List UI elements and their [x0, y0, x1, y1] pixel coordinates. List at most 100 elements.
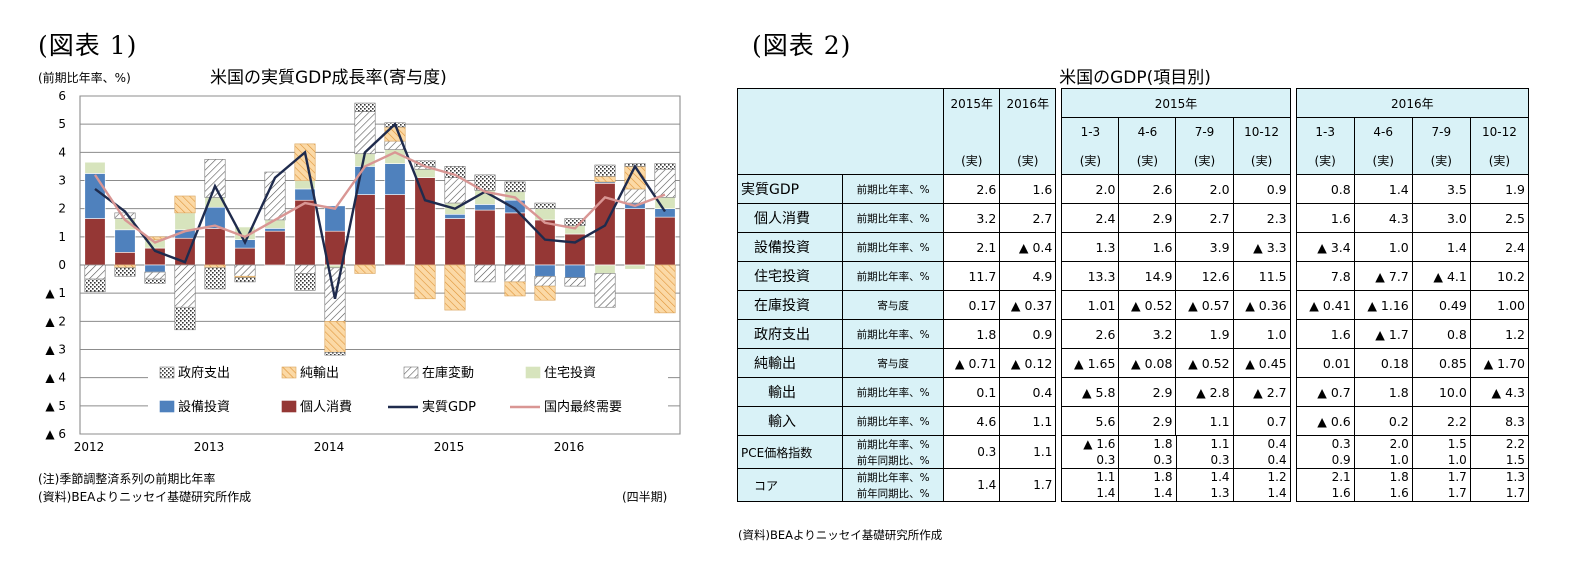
header-jitsu: (実) — [943, 146, 1001, 175]
table-cell: ▲ 0.4 — [999, 232, 1057, 262]
x-tick-label: 2015 — [434, 440, 465, 454]
y-tick-label: ▲ 1 — [45, 286, 66, 300]
bar-設備投資 — [474, 204, 496, 211]
core-row-yoy: 前年同期比、% 1.4 1.4 1.3 1.4 1.6 1.6 1.7 1.7 — [738, 485, 1530, 502]
bar-住宅投資 — [84, 161, 106, 174]
table-cell: ▲ 5.8 — [1061, 377, 1120, 407]
header-jitsu: (実) — [1232, 146, 1291, 175]
table-row: 輸入 前期比年率、% 4.6 1.1 5.6 2.9 1.1 0.7 ▲ 0.6 0.2 2.2 8.… — [736, 406, 1530, 436]
legend-item: 国内最終需要 — [510, 399, 622, 415]
table-cell: 1.4 — [1175, 468, 1234, 485]
x-tick-label: 2016 — [554, 440, 585, 454]
y-tick-label: 6 — [58, 89, 66, 103]
bar-政府支出 — [474, 174, 496, 191]
bar-政府支出 — [114, 267, 136, 277]
bar-純輸出 — [654, 264, 676, 314]
table-cell: 0.4 — [1232, 452, 1291, 469]
table-cell: ▲ 0.52 — [1118, 290, 1177, 320]
table-row: 住宅投資 前期比年率、% 11.7 4.9 13.3 14.9 12.6 11.5 7.8 ▲ 7… — [736, 261, 1530, 291]
table-cell: 1.01 — [1061, 290, 1120, 320]
table-cell: 2.4 — [1061, 203, 1120, 233]
table-cell: 2.4 — [1469, 232, 1530, 262]
core-row-unit-a: 前期比年率、% — [842, 468, 945, 485]
bar-政府支出 — [324, 352, 346, 356]
header-q4-2015: 10-12 — [1232, 117, 1291, 146]
bar-設備投資 — [264, 228, 286, 232]
legend-label: 純輸出 — [300, 366, 339, 381]
header-q1-2016: 1-3 — [1295, 117, 1355, 146]
bar-個人消費 — [84, 218, 106, 266]
table-cell: 1.1 — [999, 435, 1057, 469]
pce-row-yoy: 前年同期比、% 0.3 0.3 0.3 0.4 0.9 1.0 1.0 1.5 — [738, 452, 1530, 469]
table-cell: ▲ 0.6 — [1295, 406, 1355, 436]
bar-個人消費 — [354, 194, 376, 266]
legend-item: 純輸出 — [281, 366, 339, 381]
table-cell: 1.3 — [1175, 485, 1234, 502]
bar-個人消費 — [444, 218, 466, 266]
table-cell: ▲ 0.71 — [943, 348, 1001, 378]
table-cell: 1.0 — [1232, 319, 1291, 349]
bar-設備投資 — [444, 214, 466, 219]
table-title: 米国のGDP(項目別) — [1059, 68, 1211, 88]
row-label: 政府支出 — [736, 319, 844, 349]
header-q3-2015: 7-9 — [1175, 117, 1234, 146]
table-cell: 1.6 — [999, 174, 1057, 204]
bar-在庫変動 — [174, 264, 196, 308]
table-row: 実質GDP 前期比年率、% 2.6 1.6 2.0 2.6 2.0 0.9 0.8 1.4 3.5 1… — [736, 174, 1530, 204]
bar-純輸出 — [594, 175, 616, 183]
header-q4-2016: 10-12 — [1469, 117, 1530, 146]
y-tick-label: 5 — [58, 117, 66, 131]
table-cell: 2.6 — [1118, 174, 1177, 204]
table-cell: 4.6 — [943, 406, 1001, 436]
bar-政府支出 — [234, 277, 256, 283]
table-cell: 0.4 — [999, 377, 1057, 407]
bar-純輸出 — [384, 126, 406, 142]
header-jitsu: (実) — [999, 146, 1057, 175]
table-cell: 1.1 — [1061, 468, 1120, 485]
gdp-contribution-chart: 米国の実質GDP成長率(寄与度) (前期比年率、%) 6 5 4 3 2 1 0 ▲ 1 ▲ 2… — [38, 68, 681, 454]
table-cell: ▲ 0.57 — [1175, 290, 1234, 320]
table-cell: 1.7 — [1411, 485, 1471, 502]
legend-swatch — [159, 400, 175, 413]
bar-政府支出 — [654, 163, 676, 170]
bar-住宅投資 — [174, 212, 196, 231]
table-row: 純輸出 寄与度 ▲ 0.71 ▲ 0.12 ▲ 1.65 ▲ 0.08 ▲ 0.52 ▲ 0.… — [736, 348, 1530, 378]
bar-個人消費 — [474, 209, 496, 266]
chart-title: 米国の実質GDP成長率(寄与度) — [210, 68, 447, 88]
table-cell: 2.6 — [1061, 319, 1120, 349]
bar-政府支出 — [84, 278, 106, 293]
bar-純輸出 — [324, 321, 346, 353]
bar-純輸出 — [354, 264, 376, 274]
bar-純輸出 — [504, 281, 526, 297]
bar-政府支出 — [564, 218, 586, 226]
bar-個人消費 — [264, 230, 286, 266]
table-row: 輸出 前期比年率、% 0.1 0.4 ▲ 5.8 2.9 ▲ 2.8 ▲ 2.7 ▲ 0.7 1.… — [736, 377, 1530, 407]
y-axis-unit: (前期比年率、%) — [38, 70, 131, 85]
table-cell: 4.3 — [1353, 203, 1413, 233]
table-cell: 0.3 — [1175, 452, 1234, 469]
header-jitsu: (実) — [1118, 146, 1177, 175]
table-cell: 0.7 — [1232, 406, 1291, 436]
table-cell: ▲ 7.7 — [1353, 261, 1413, 291]
header-jitsu: (実) — [1469, 146, 1530, 175]
bar-個人消費 — [234, 247, 256, 266]
table-cell: 1.1 — [1175, 406, 1234, 436]
bar-個人消費 — [294, 199, 316, 266]
legend-item: 個人消費 — [281, 400, 352, 415]
legend-label: 在庫変動 — [422, 365, 474, 381]
core-row-label: コア — [736, 468, 844, 502]
table-cell: 1.4 — [1411, 232, 1471, 262]
bar-政府支出 — [294, 273, 316, 291]
header-jitsu: (実) — [1353, 146, 1413, 175]
y-tick-label: 3 — [58, 174, 66, 188]
legend-swatch — [525, 366, 541, 379]
table-cell: 0.18 — [1353, 348, 1413, 378]
table-cell: 13.3 — [1061, 261, 1120, 291]
bar-個人消費 — [414, 177, 436, 266]
table-cell: ▲ 4.3 — [1469, 377, 1530, 407]
bar-個人消費 — [204, 228, 226, 266]
bar-設備投資 — [114, 229, 136, 253]
bar-設備投資 — [84, 173, 106, 219]
bar-在庫変動 — [444, 177, 466, 204]
table-cell: 1.5 — [1411, 435, 1471, 452]
